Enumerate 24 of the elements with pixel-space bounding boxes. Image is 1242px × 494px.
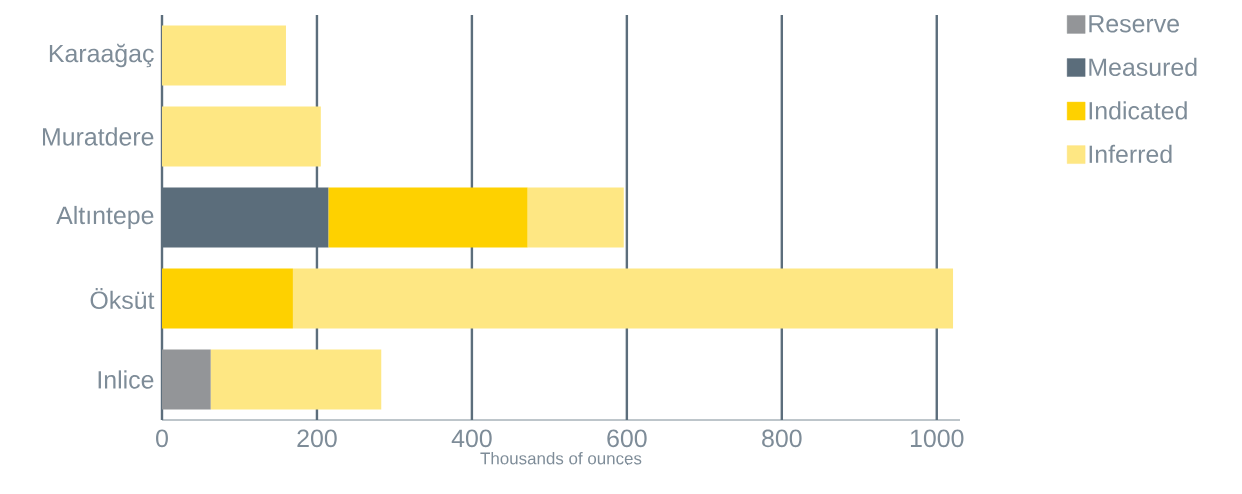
bar <box>328 187 528 248</box>
y-tick-label: Karaağaç <box>49 43 154 68</box>
x-tick-label: 600 <box>607 429 647 448</box>
x-tick-label: 800 <box>762 429 802 448</box>
y-tick-label: Öksüt <box>90 287 155 310</box>
bar <box>210 349 382 410</box>
bar <box>162 268 293 329</box>
y-tick-label: Inlice <box>98 370 154 389</box>
x-tick-label: 200 <box>297 429 337 448</box>
bar <box>527 187 624 248</box>
legend-label: Inferred <box>1089 144 1172 164</box>
legend-label: Indicated <box>1089 101 1187 120</box>
legend-label: Measured <box>1089 57 1197 77</box>
x-tick-label: 0 <box>156 429 168 448</box>
y-tick-label: Altıntepe <box>56 205 154 230</box>
x-tick-label: 1000 <box>910 429 964 448</box>
y-tick-label: Muratdere <box>43 127 154 146</box>
bar <box>162 106 321 167</box>
x-axis-title: Thousands of ounces <box>480 452 642 465</box>
x-tick-label: 400 <box>451 429 492 448</box>
bar <box>162 349 211 410</box>
bar <box>292 268 954 329</box>
bar <box>162 25 286 86</box>
legend-label: Reserve <box>1089 15 1179 33</box>
